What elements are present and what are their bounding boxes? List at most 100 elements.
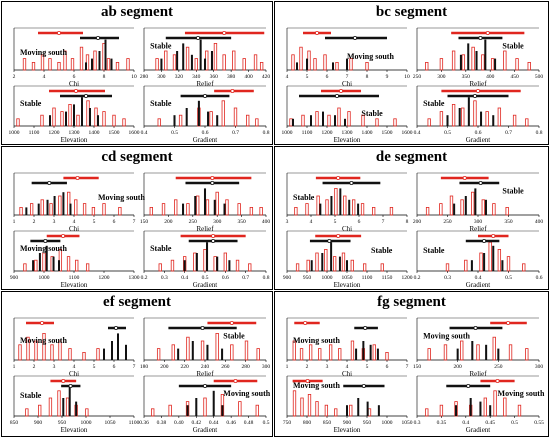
histogram-bar-black xyxy=(160,58,163,70)
x-axis-label: Gradient xyxy=(466,136,491,144)
histogram-bar-black xyxy=(85,62,87,70)
histogram-bar-red xyxy=(213,42,218,71)
histogram-bar-black xyxy=(470,260,473,271)
mean-marker-red xyxy=(39,321,44,326)
histogram-bar-black xyxy=(306,58,308,70)
histogram-bar-black xyxy=(474,188,477,215)
histogram-bar-red xyxy=(85,263,90,272)
histogram-bar-red xyxy=(76,114,80,127)
mean-marker-red xyxy=(303,321,308,326)
x-tick-label: 10 xyxy=(404,74,410,80)
histogram-bar-black xyxy=(321,253,324,271)
histogram-bar-red xyxy=(483,397,487,417)
x-tick-label: 350 xyxy=(237,219,246,225)
subplot-gradient: 0.4 0.5 0.6 0.7 0.8 Gradient Stable xyxy=(414,85,543,144)
histogram-bar-red xyxy=(151,408,155,417)
annotation-label: Stable xyxy=(20,99,42,108)
subplot-elevation: 750 800 850 900 950 1000 1050 Elevation Moving s… xyxy=(283,375,413,434)
histogram-bar-red xyxy=(248,263,252,272)
histogram-bar-black xyxy=(366,401,369,416)
mean-marker-red xyxy=(462,176,467,181)
subplot-gradient: 0.3 0.35 0.4 0.45 0.5 0.55 Gradient Moving sout… xyxy=(414,375,545,434)
histogram-bar-black xyxy=(223,203,226,215)
panel-title: fg segment xyxy=(377,294,446,310)
x-tick-label: 850 xyxy=(323,420,332,426)
x-tick-label: 950 xyxy=(363,420,372,426)
mean-marker-red xyxy=(506,321,511,326)
x-tick-label: 180 xyxy=(140,364,149,370)
mean-marker-black xyxy=(203,93,208,98)
histogram-bar-red xyxy=(18,344,22,361)
histogram-bar-red xyxy=(94,107,98,127)
histogram-bar-black xyxy=(182,203,185,215)
histogram-bar-red xyxy=(193,252,197,272)
subplot-elevation: 900 950 1000 1050 1100 1150 1200 Elevation Stabl… xyxy=(283,230,413,289)
subplot-gradient: 0.4 0.5 0.6 0.7 0.8 Gradient Stable xyxy=(141,85,270,144)
x-tick-label: 0.3 xyxy=(444,275,451,281)
histogram-bar-black xyxy=(68,387,71,416)
histogram-bar-red xyxy=(68,103,72,127)
x-tick-label: 1000 xyxy=(9,130,20,136)
x-tick-label: 300 xyxy=(213,219,222,225)
x-tick-label: 1 xyxy=(13,219,16,225)
histogram-bar-red xyxy=(42,332,46,361)
x-tick-label: 400 xyxy=(244,74,253,80)
annotation-label: Stable xyxy=(423,99,445,108)
annotation-label: Moving south xyxy=(498,389,545,398)
x-tick-label: 900 xyxy=(283,275,292,281)
histogram-bar-black xyxy=(45,245,48,271)
x-tick-label: 1100 xyxy=(29,130,40,136)
histogram-bar-black xyxy=(475,51,478,70)
panel-title: ab segment xyxy=(100,4,174,20)
histogram-bar-black xyxy=(348,199,351,215)
histogram-bar-red xyxy=(237,203,241,216)
histogram-bar-red xyxy=(350,259,354,272)
x-tick-label: 1000 xyxy=(39,275,50,281)
histogram-bar-black xyxy=(310,260,313,271)
x-tick-label: 4 xyxy=(310,219,313,225)
histogram-bar-red xyxy=(25,408,29,417)
histogram-bar-red xyxy=(40,114,44,127)
subplot-relief: 250 300 350 400 450 500 Relief Stable xyxy=(413,27,543,88)
x-tick-label: 1200 xyxy=(402,275,413,281)
x-tick-label: 6 xyxy=(113,364,116,370)
histogram-bar-red xyxy=(425,207,430,216)
x-tick-label: 0.5 xyxy=(444,130,451,136)
x-axis-label: Elevation xyxy=(61,281,88,289)
x-tick-label: 1200 xyxy=(99,275,110,281)
histogram-bar-red xyxy=(497,248,502,272)
annotation-label: Moving south xyxy=(20,336,67,345)
histogram-bar-red xyxy=(349,404,353,417)
mean-marker-red xyxy=(229,321,234,326)
histogram-bar-red xyxy=(112,114,116,127)
histogram-bar-red xyxy=(517,404,522,417)
histogram-bar-red xyxy=(34,259,38,272)
x-tick-label: 0.4 xyxy=(462,420,469,426)
histogram-bar-red xyxy=(203,248,207,272)
histogram-bar-red xyxy=(443,344,448,361)
histogram-bar-black xyxy=(334,115,336,126)
subplot-gradient: 0.36 0.38 0.40 0.42 0.44 0.46 0.48 0.5 Gradient M… xyxy=(139,375,271,434)
histogram-bar-black xyxy=(479,401,482,416)
histogram-bar-red xyxy=(492,336,496,361)
mean-marker-black xyxy=(327,238,332,243)
histogram-bar-black xyxy=(355,348,358,360)
x-axis-label: Elevation xyxy=(61,136,88,144)
x-tick-label: 350 xyxy=(462,74,471,80)
panel-title: ef segment xyxy=(103,294,171,310)
histogram-bar-red xyxy=(375,118,379,127)
histogram-bar-black xyxy=(69,203,72,215)
histogram-bar-red xyxy=(102,203,106,216)
annotation-label: Stable xyxy=(502,187,524,196)
x-tick-label: 1100 xyxy=(129,420,140,426)
histogram-bar-red xyxy=(203,397,207,417)
histogram-bar-black xyxy=(467,43,470,70)
histogram-bar-black xyxy=(216,256,219,271)
histogram-bar-red xyxy=(334,187,338,216)
x-tick-label: 1100 xyxy=(302,130,313,136)
x-tick-label: 0.3 xyxy=(414,420,421,426)
histogram-bar-black xyxy=(104,39,107,70)
histogram-bar-red xyxy=(338,348,342,361)
x-tick-label: 3 xyxy=(286,219,289,225)
x-tick-label: 200 xyxy=(413,219,422,225)
